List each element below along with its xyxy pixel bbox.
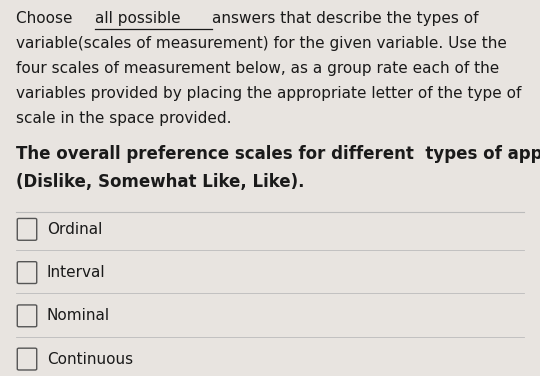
Text: Interval: Interval (47, 265, 106, 280)
Text: Continuous: Continuous (47, 352, 133, 367)
Text: all possible: all possible (96, 11, 186, 26)
Text: variables provided by placing the appropriate letter of the type of: variables provided by placing the approp… (16, 86, 522, 101)
Text: Choose: Choose (16, 11, 78, 26)
Text: The overall preference scales for different  types of apples: The overall preference scales for differ… (16, 145, 540, 163)
Text: (Dislike, Somewhat Like, Like).: (Dislike, Somewhat Like, Like). (16, 173, 305, 191)
Text: scale in the space provided.: scale in the space provided. (16, 111, 232, 126)
Text: Ordinal: Ordinal (47, 222, 103, 237)
Text: variable(scales of measurement) for the given variable. Use the: variable(scales of measurement) for the … (16, 36, 507, 51)
Text: answers that describe the types of: answers that describe the types of (212, 11, 478, 26)
Text: four scales of measurement below, as a group rate each of the: four scales of measurement below, as a g… (16, 61, 500, 76)
Text: Nominal: Nominal (47, 308, 110, 323)
